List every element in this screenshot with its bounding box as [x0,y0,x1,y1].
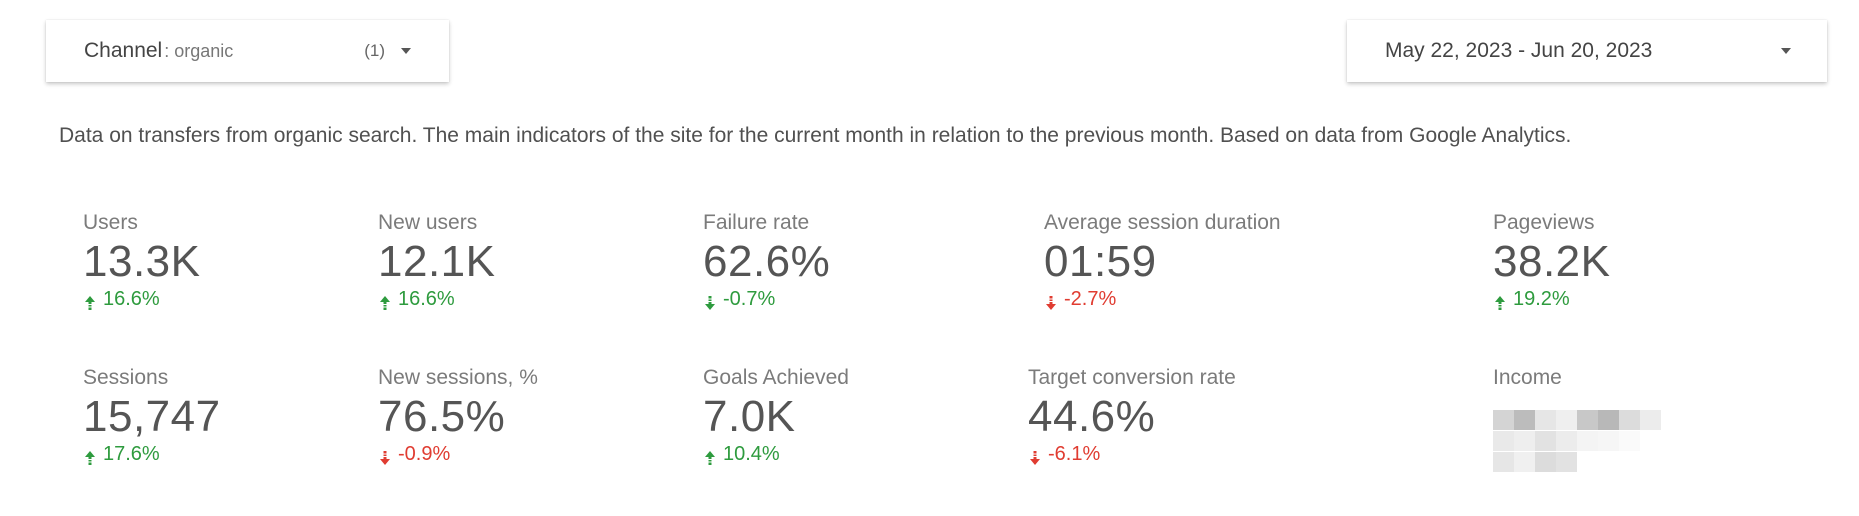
caret-down-icon[interactable] [401,48,411,54]
redaction-pixel [1619,410,1640,430]
metric-goals-achieved: Goals Achieved 7.0K 10.4% [703,366,849,466]
redaction-pixel [1493,431,1514,451]
arrow-down-icon [705,292,715,310]
metric-change-value: -6.1% [1048,443,1101,465]
metric-change-value: -0.9% [398,443,451,465]
redaction-pixel [1493,452,1514,472]
redaction-pixel [1598,410,1619,430]
report-description: Data on transfers from organic search. T… [59,124,1572,147]
metric-sessions: Sessions 15,747 17.6% [83,366,221,466]
metric-change: 16.6% [378,287,495,311]
metric-change: 16.6% [83,287,200,311]
metric-value: 13.3K [83,237,201,286]
metric-target-conversion-rate: Target conversion rate 44.6% -6.1% [1028,366,1236,466]
metric-change-value: 16.6% [398,288,455,310]
metric-change: -0.7% [703,287,830,311]
metric-value: 76.5% [378,392,506,441]
metric-failure-rate: Failure rate 62.6% -0.7% [703,211,830,311]
arrow-up-icon [85,292,95,310]
metric-label: Income [1493,366,1562,389]
metric-avg-session-duration: Average session duration 01:59 -2.7% [1044,211,1281,311]
metric-label: Users [83,211,138,234]
metric-label: Goals Achieved [703,366,849,389]
redaction-pixel [1619,452,1640,472]
metric-change: -2.7% [1044,287,1281,311]
metric-change-value: -2.7% [1064,288,1117,310]
metric-income: Income [1493,366,1661,474]
metric-value: 15,747 [83,392,221,441]
metric-new-users: New users 12.1K 16.6% [378,211,495,311]
arrow-down-icon [1030,447,1040,465]
redacted-value-pixelated [1493,396,1661,474]
metric-change-value: 19.2% [1513,288,1570,310]
redaction-pixel [1640,431,1661,451]
arrow-up-icon [705,447,715,465]
metric-change-value: 16.6% [103,288,160,310]
redaction-pixel [1535,452,1556,472]
caret-down-icon[interactable] [1781,48,1791,54]
metric-change: 19.2% [1493,287,1610,311]
channel-filter-label: Channel [84,39,163,62]
arrow-up-icon [380,292,390,310]
redaction-pixel [1619,431,1640,451]
date-range-value: May 22, 2023 - Jun 20, 2023 [1385,39,1653,62]
metric-label: Target conversion rate [1028,366,1236,389]
metric-change: -0.9% [378,442,538,466]
redaction-pixel [1556,452,1577,472]
metric-value: 62.6% [703,237,831,286]
redaction-pixel [1556,431,1577,451]
metric-change-value: -0.7% [723,288,776,310]
metric-value: 38.2K [1493,237,1611,286]
metric-value: 44.6% [1028,392,1156,441]
metric-label: Sessions [83,366,169,389]
metric-change: -6.1% [1028,442,1236,466]
redaction-pixel [1598,431,1619,451]
metric-value: 12.1K [378,237,496,286]
metric-label: New sessions, % [378,366,538,389]
metric-new-sessions: New sessions, % 76.5% -0.9% [378,366,538,466]
metric-pageviews: Pageviews 38.2K 19.2% [1493,211,1610,311]
redaction-pixel [1577,410,1598,430]
arrow-down-icon [1046,292,1056,310]
metric-change-value: 17.6% [103,443,160,465]
redaction-pixel [1493,410,1514,430]
metric-label: Average session duration [1044,211,1281,234]
metric-users: Users 13.3K 16.6% [83,211,200,311]
redaction-pixel [1577,452,1598,472]
metric-value: 7.0K [703,392,796,441]
redaction-pixel [1514,452,1535,472]
arrow-up-icon [85,447,95,465]
metric-label: Failure rate [703,211,810,234]
redaction-pixel [1598,452,1619,472]
redaction-pixel [1556,410,1577,430]
redaction-pixel [1514,410,1535,430]
channel-filter-count: (1) [364,41,385,60]
arrow-up-icon [1495,292,1505,310]
arrow-down-icon [380,447,390,465]
metric-label: New users [378,211,478,234]
metric-change: 10.4% [703,442,849,466]
metric-change: 17.6% [83,442,221,466]
redaction-pixel [1514,431,1535,451]
redaction-pixel [1535,410,1556,430]
metric-change-value: 10.4% [723,443,780,465]
redaction-pixel [1577,431,1598,451]
date-range-picker[interactable]: May 22, 2023 - Jun 20, 2023 [1347,20,1827,82]
redaction-pixel [1535,431,1556,451]
redaction-pixel [1640,410,1661,430]
metric-value: 01:59 [1044,237,1157,286]
metric-label: Pageviews [1493,211,1595,234]
channel-filter-value: : organic [164,40,234,61]
redaction-pixel [1640,452,1661,472]
channel-filter-dropdown[interactable]: Channel : organic (1) [46,20,449,82]
